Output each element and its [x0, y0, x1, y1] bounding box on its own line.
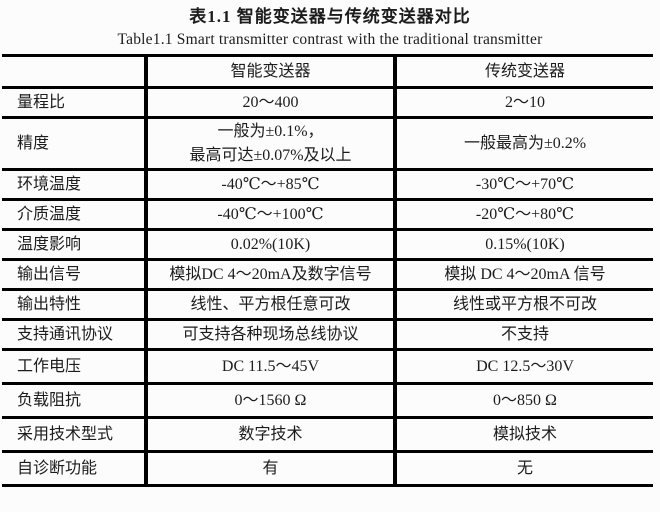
header-traditional: 传统变送器: [393, 55, 653, 89]
cell-smart-value: DC 11.5～45V: [144, 349, 395, 385]
row-label: 输出特性: [2, 289, 146, 321]
table-row: 温度影响 0.02%(10K) 0.15%(10K): [2, 229, 653, 261]
row-label: 输出信号: [2, 259, 146, 291]
table-row: 支持通讯协议 可支持各种现场总线协议 不支持: [2, 319, 653, 351]
cell-traditional-value: 无: [393, 451, 653, 487]
cell-traditional-value: 不支持: [393, 319, 653, 351]
cell-smart-value: 0～1560 Ω: [144, 383, 395, 419]
cell-traditional-value: -20℃～+80℃: [393, 199, 653, 231]
cell-traditional-value: -30℃～+70℃: [393, 169, 653, 201]
row-label: 介质温度: [2, 199, 146, 231]
cell-traditional-value: 0.15%(10K): [393, 229, 653, 261]
cell-traditional-value: 模拟 DC 4～20mA 信号: [393, 259, 653, 291]
table-row: 量程比 20～400 2～10: [2, 87, 653, 119]
row-label: 精度: [2, 117, 146, 171]
cell-traditional-value: 0～850 Ω: [393, 383, 653, 419]
cell-traditional-value: 线性或平方根不可改: [393, 289, 653, 321]
table-row: 采用技术型式 数字技术 模拟技术: [2, 417, 653, 453]
row-label: 采用技术型式: [2, 417, 146, 453]
table-row: 输出特性 线性、平方根任意可改 线性或平方根不可改: [2, 289, 653, 321]
cell-smart-value: 模拟DC 4～20mA及数字信号: [144, 259, 395, 291]
cell-traditional-value: 一般最高为±0.2%: [393, 117, 653, 171]
table-header-row: 智能变送器 传统变送器: [2, 55, 653, 89]
cell-smart-value: 一般为±0.1%， 最高可达±0.07%及以上: [144, 117, 395, 171]
table-row: 自诊断功能 有 无: [2, 451, 653, 487]
row-label: 工作电压: [2, 349, 146, 385]
cell-smart-value: -40℃～+100℃: [144, 199, 395, 231]
table-row: 环境温度 -40℃～+85℃ -30℃～+70℃: [2, 169, 653, 201]
row-label: 负载阻抗: [2, 383, 146, 419]
row-label: 支持通讯协议: [2, 319, 146, 351]
row-label: 量程比: [2, 87, 146, 119]
table-title-english: Table1.1 Smart transmitter contrast with…: [117, 31, 543, 48]
table-row: 介质温度 -40℃～+100℃ -20℃～+80℃: [2, 199, 653, 231]
cell-smart-value: 线性、平方根任意可改: [144, 289, 395, 321]
cell-traditional-value: DC 12.5～30V: [393, 349, 653, 385]
cell-smart-value: -40℃～+85℃: [144, 169, 395, 201]
cell-smart-value: 有: [144, 451, 395, 487]
table-row: 工作电压 DC 11.5～45V DC 12.5～30V: [2, 349, 653, 385]
cell-traditional-value: 2～10: [393, 87, 653, 119]
cell-smart-value: 数字技术: [144, 417, 395, 453]
cell-smart-value: 20～400: [144, 87, 395, 119]
cell-smart-value: 0.02%(10K): [144, 229, 395, 261]
table-row: 负载阻抗 0～1560 Ω 0～850 Ω: [2, 383, 653, 419]
header-parameter: [2, 55, 146, 89]
cell-smart-value: 可支持各种现场总线协议: [144, 319, 395, 351]
table-row: 精度 一般为±0.1%， 最高可达±0.07%及以上 一般最高为±0.2%: [2, 117, 653, 171]
comparison-table: 智能变送器 传统变送器 量程比 20～400 2～10 精度 一般为±0.1%，…: [2, 54, 653, 487]
row-label: 自诊断功能: [2, 451, 146, 487]
cell-traditional-value: 模拟技术: [393, 417, 653, 453]
row-label: 温度影响: [2, 229, 146, 261]
row-label: 环境温度: [2, 169, 146, 201]
table-title-chinese: 表1.1 智能变送器与传统变送器对比: [189, 7, 471, 26]
table-row: 输出信号 模拟DC 4～20mA及数字信号 模拟 DC 4～20mA 信号: [2, 259, 653, 291]
header-smart: 智能变送器: [144, 55, 395, 89]
